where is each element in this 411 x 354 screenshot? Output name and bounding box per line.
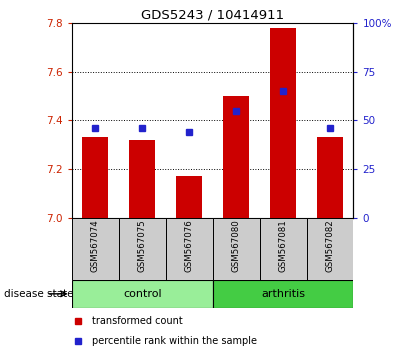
Text: arthritis: arthritis: [261, 289, 305, 299]
Bar: [72, 218, 119, 280]
Bar: [129, 140, 155, 218]
Bar: [307, 218, 353, 280]
Text: GSM567074: GSM567074: [91, 219, 100, 272]
Bar: [260, 218, 307, 280]
Bar: [166, 218, 213, 280]
Text: GSM567082: GSM567082: [326, 219, 335, 272]
Bar: [119, 218, 166, 280]
Bar: [213, 280, 353, 308]
Text: GSM567080: GSM567080: [232, 219, 241, 272]
Bar: [72, 280, 213, 308]
Text: transformed count: transformed count: [92, 316, 182, 326]
Bar: [317, 137, 343, 218]
Text: GSM567081: GSM567081: [279, 219, 288, 272]
Bar: [176, 176, 202, 218]
Text: control: control: [123, 289, 162, 299]
Title: GDS5243 / 10414911: GDS5243 / 10414911: [141, 9, 284, 22]
Text: GSM567075: GSM567075: [138, 219, 147, 272]
Bar: [213, 218, 260, 280]
Text: GSM567076: GSM567076: [185, 219, 194, 272]
Text: disease state: disease state: [4, 289, 74, 299]
Bar: [83, 137, 108, 218]
Bar: [270, 28, 296, 218]
Bar: [223, 96, 249, 218]
Text: percentile rank within the sample: percentile rank within the sample: [92, 336, 256, 346]
